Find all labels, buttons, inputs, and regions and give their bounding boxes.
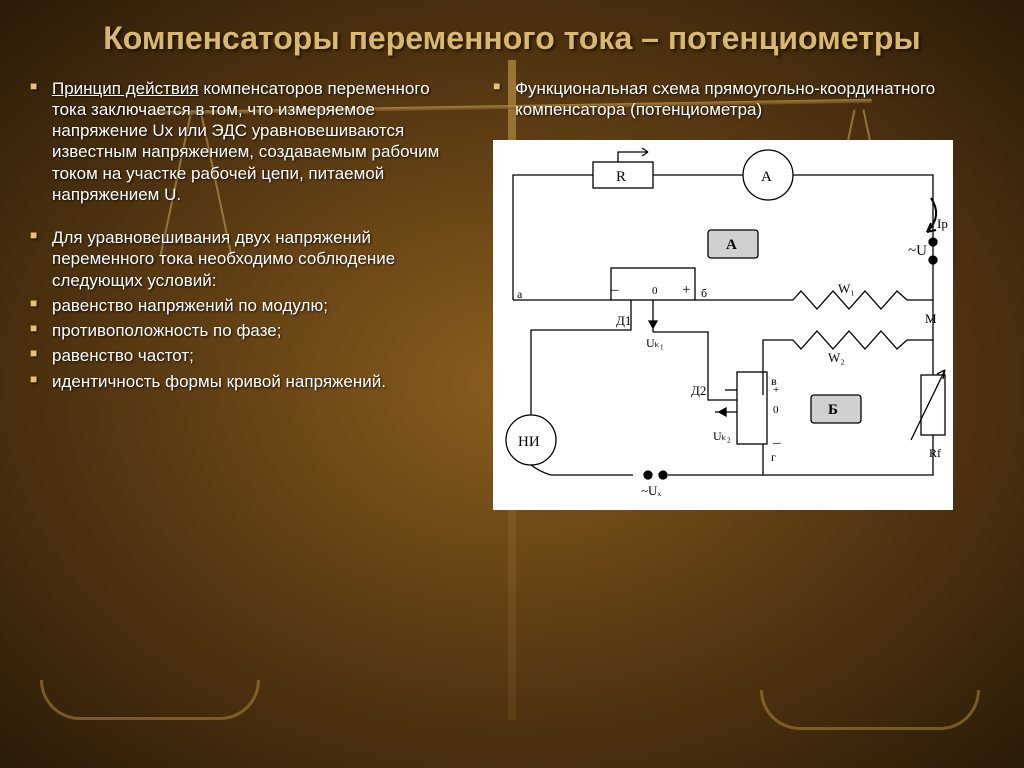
lbl-minus1: – [610,282,619,298]
lbl-Uk1: Uₖ₁ [646,336,664,350]
principle-lead: Принцип действия [52,79,199,98]
bg-pan-left [40,680,260,720]
lbl-blockA: А [726,237,737,253]
lbl-R: R [616,169,626,185]
right-column: Функциональная схема прямоугольно-коорди… [483,78,994,511]
lbl-A: A [761,169,772,185]
lbl-Uk2: Uₖ₂ [713,429,731,443]
lbl-g: г [771,450,776,464]
lbl-W2: W₂ [828,350,845,365]
lbl-U: ~U [908,243,927,259]
left-column: Принцип действия компенсаторов переменно… [30,78,483,511]
bullet-cond-1: равенство напряжений по модулю; [30,295,463,316]
lbl-plus1: + [682,282,690,298]
slide-title: Компенсаторы переменного тока – потенцио… [0,0,1024,68]
lbl-minus2: – [772,435,781,451]
lbl-a: а [517,287,523,301]
bg-pan-right [760,690,980,730]
lbl-zero1: 0 [652,285,658,297]
lbl-M: M [925,311,937,326]
lbl-blockB: Б [828,402,838,418]
lbl-D2: Д2 [691,383,706,398]
diagram-caption: Функциональная схема прямоугольно-коорди… [493,78,994,121]
bullet-cond-4: идентичность формы кривой напряжений. [30,371,463,392]
lbl-NI: НИ [518,434,540,450]
lbl-D1: Д1 [616,313,631,328]
circuit-diagram: R A А ~U Iр а – 0 + б W₁ M W₂ Д1 Uₖ₁ Д2 [493,140,953,510]
bullet-principle: Принцип действия компенсаторов переменно… [30,78,463,206]
lbl-b: б [701,286,707,300]
lbl-plus2: + [773,384,779,396]
bullet-cond-2: противоположность по фазе; [30,320,463,341]
bullet-conditions-intro: Для уравновешивания двух напряжений пере… [30,227,463,291]
lbl-Ux: ~Uₓ [641,483,661,498]
lbl-W1: W₁ [838,281,855,296]
lbl-zero2: 0 [773,404,779,416]
lbl-Rf: Rf [929,446,941,460]
bullet-cond-3: равенство частот; [30,345,463,366]
lbl-Ip: Iр [937,216,948,231]
